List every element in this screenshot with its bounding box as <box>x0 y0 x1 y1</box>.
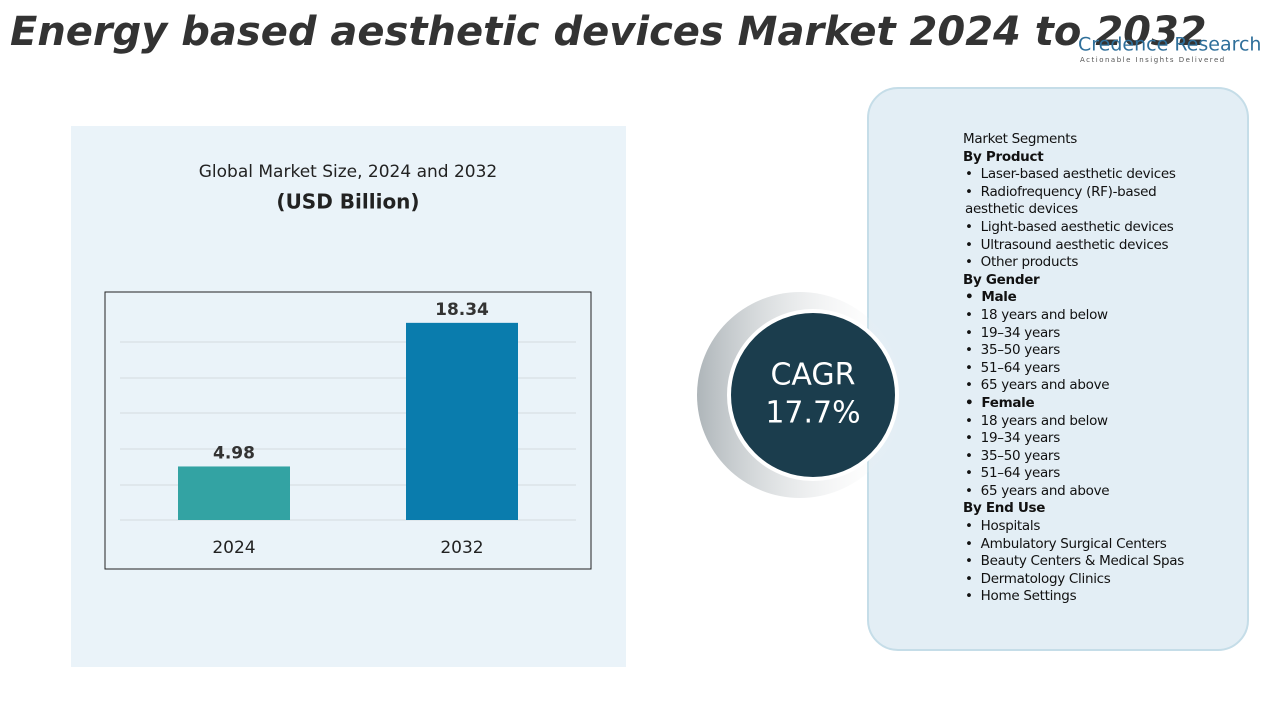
chart-subtitle: (USD Billion) <box>276 190 419 214</box>
chart-panel <box>71 126 626 667</box>
bar <box>406 322 518 520</box>
page-title: Energy based aesthetic devices Market 20… <box>10 9 1207 55</box>
value-label: 4.98 <box>213 443 255 463</box>
segment-item: 19–34 years <box>963 430 1213 448</box>
segment-item: Home Settings <box>963 588 1213 606</box>
segment-item: Other products <box>963 254 1213 272</box>
segment-item: 18 years and below <box>963 413 1213 431</box>
segment-item: Beauty Centers & Medical Spas <box>963 553 1213 571</box>
x-tick-label: 2032 <box>440 538 483 558</box>
segments-title: Market Segments <box>963 131 1077 147</box>
segment-item: 35–50 years <box>963 342 1213 360</box>
segment-item: Hospitals <box>963 518 1213 536</box>
tagline: Actionable Insights Delivered <box>1080 56 1226 64</box>
segment-item: Dermatology Clinics <box>963 571 1213 589</box>
segment-item: 65 years and above <box>963 377 1213 395</box>
value-label: 18.34 <box>435 300 489 320</box>
bar <box>178 466 290 520</box>
segment-heading: By End Use <box>963 500 1046 517</box>
cagr-circle <box>727 309 899 481</box>
segment-item: 35–50 years <box>963 448 1213 466</box>
cagr-label: CAGR <box>770 358 855 393</box>
segment-item: Light-based aesthetic devices <box>963 219 1213 237</box>
segment-item: Ultrasound aesthetic devices <box>963 237 1213 255</box>
segment-item: Radiofrequency (RF)-based aesthetic devi… <box>963 184 1213 219</box>
brand: Credence Research <box>1078 34 1261 56</box>
segment-item: 51–64 years <box>963 465 1213 483</box>
segment-item: 18 years and below <box>963 307 1213 325</box>
segment-heading: By Product <box>963 148 1044 165</box>
chart-title: Global Market Size, 2024 and 2032 <box>199 162 498 182</box>
segment-item: 65 years and above <box>963 483 1213 501</box>
segment-subheading: Female <box>963 395 1213 413</box>
segment-item: 51–64 years <box>963 360 1213 378</box>
segment-subheading: Male <box>963 289 1213 307</box>
x-tick-label: 2024 <box>212 538 255 558</box>
segment-heading: By Gender <box>963 271 1040 288</box>
segment-item: Ambulatory Surgical Centers <box>963 536 1213 554</box>
chart-frame <box>104 291 592 570</box>
segment-item: Laser-based aesthetic devices <box>963 166 1213 184</box>
segment-item: 19–34 years <box>963 325 1213 343</box>
cagr-value: 17.7% <box>765 396 860 431</box>
